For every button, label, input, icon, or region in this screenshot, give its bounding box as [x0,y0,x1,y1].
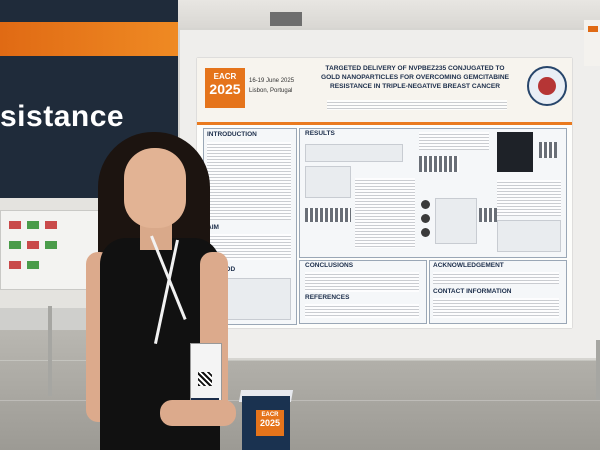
results-schematic [305,144,403,162]
introduction-text [207,142,291,220]
university-seal-icon [527,66,567,106]
results-line-chart [305,166,351,198]
results-text-2 [497,180,561,216]
eacr-logo: EACR 2025 [205,68,245,108]
results-image-dot [421,228,430,237]
section-aim: AIM [207,224,219,231]
poster-authors [327,100,507,110]
section-introduction: INTRODUCTION [207,131,257,138]
section-references: REFERENCES [305,294,350,301]
poster-header: EACR 2025 16-19 June 2025 Lisbon, Portug… [197,58,572,124]
section-conclusions: CONCLUSIONS [305,262,354,269]
references-text [305,304,419,318]
badge-qr-code [198,372,212,386]
person-face [124,148,186,228]
research-poster: EACR 2025 16-19 June 2025 Lisbon, Portug… [197,58,572,328]
conference-city: Lisbon, Portugal [249,88,293,94]
results-bar-chart-4 [479,208,497,222]
right-poster-strip [588,26,598,32]
conclusions-text [305,272,419,292]
section-results: RESULTS [305,130,335,137]
acknowledgement-text [433,272,559,284]
contact-text [433,298,559,318]
results-microscopy [497,132,533,172]
results-bar-chart [305,208,351,222]
side-poster [0,210,100,290]
poster-title: TARGETED DELIVERY OF NVPBEZ235 CONJUGATE… [320,65,510,90]
board-leg [48,306,52,396]
section-acknowledgement: ACKNOWLEDGEMENT [433,262,504,269]
results-image-dot [421,200,430,209]
board-leg [596,340,600,400]
results-image-dot [421,214,430,223]
results-text [355,178,415,248]
cube-eacr-logo: EACR 2025 [256,410,284,436]
banner-text: sistance [0,100,125,133]
results-figure-2 [497,220,561,252]
board-hook [270,12,302,26]
conference-banner: sistance [0,0,178,200]
results-bar-chart-3 [539,142,557,158]
results-bar-chart-2 [419,156,459,172]
banner-orange-stripe [0,22,178,56]
results-image-grid [435,198,477,244]
results-caption [419,132,489,150]
header-divider [197,122,572,125]
person-hands [160,400,236,426]
section-contact: CONTACT INFORMATION [433,288,512,295]
conference-dates: 16-19 June 2025 [249,78,295,84]
